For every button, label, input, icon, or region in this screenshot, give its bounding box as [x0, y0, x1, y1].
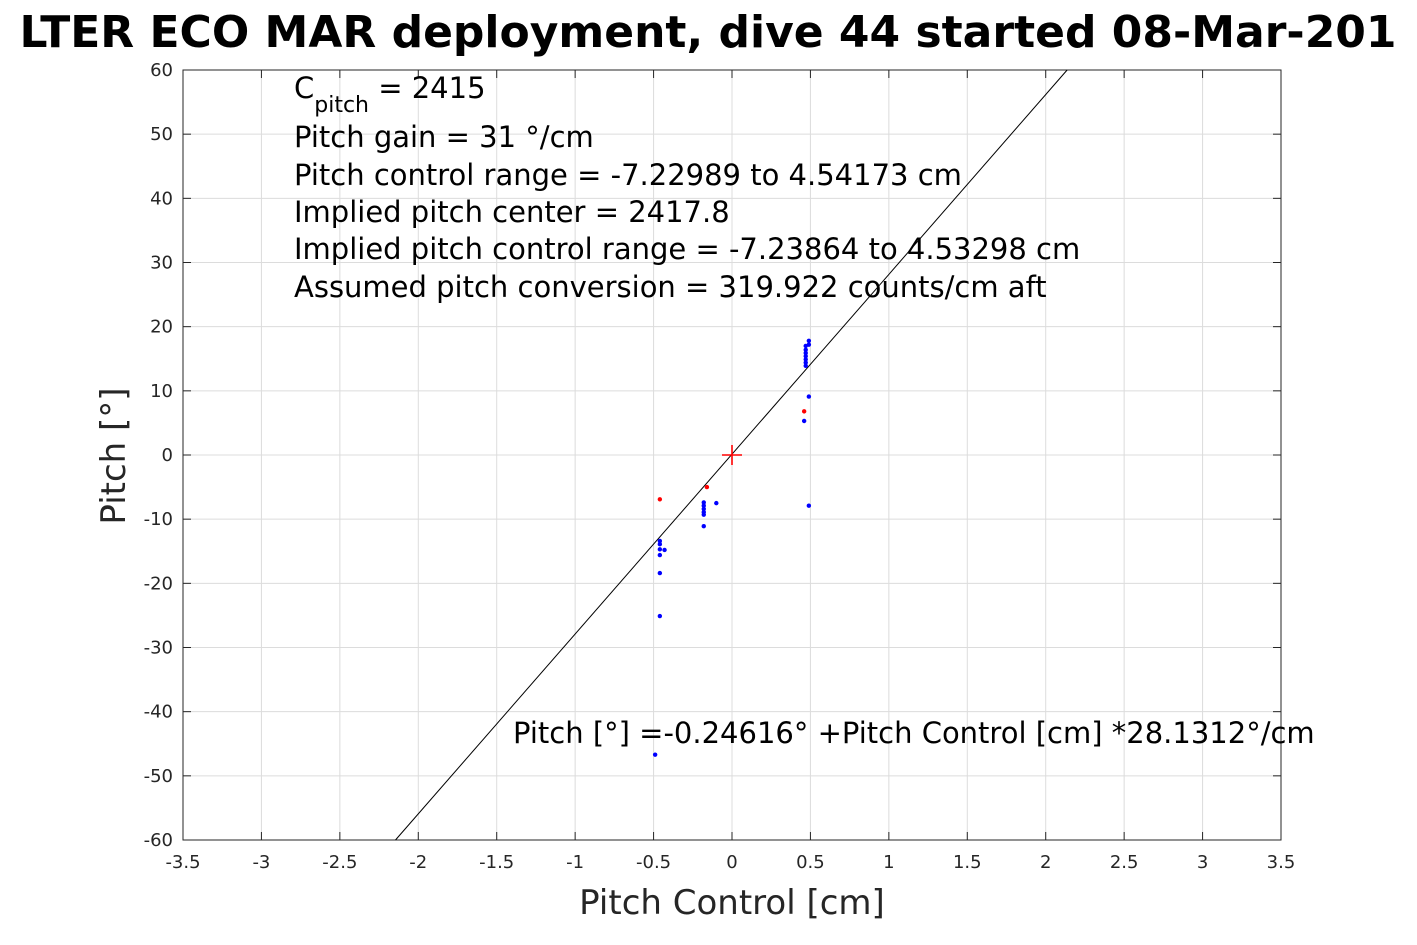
data-point: [657, 538, 663, 544]
data-point: [657, 570, 663, 576]
data-point: [701, 506, 706, 512]
y-tick-label: -40: [144, 702, 173, 723]
x-tick-label: -3: [252, 852, 270, 873]
data-point: [803, 363, 808, 369]
data-point: [801, 418, 807, 424]
y-tick-label: 50: [150, 124, 173, 145]
data-point: [657, 547, 663, 552]
c-pitch-annotation: Cpitch = 2415: [294, 71, 486, 118]
c-pitch-main: C: [294, 71, 314, 105]
x-tick-label: -3.5: [165, 852, 200, 873]
data-point: [701, 503, 706, 508]
data-point: [662, 547, 667, 553]
x-tick-label: 1: [883, 852, 894, 873]
x-tick-label: 2: [1040, 852, 1051, 873]
pitch-gain-annotation: Pitch gain = 31 °/cm: [294, 120, 594, 154]
x-tick-label: -1: [566, 852, 584, 873]
chart-title: LTER ECO MAR deployment, dive 44 started…: [19, 7, 1396, 58]
data-point: [701, 512, 706, 517]
y-tick-label: 0: [162, 445, 173, 466]
x-tick-label: 0: [726, 852, 737, 873]
y-tick-label: 40: [150, 188, 173, 209]
data-point: [657, 497, 663, 502]
data-point: [806, 342, 812, 347]
x-axis-label: Pitch Control [cm]: [579, 883, 885, 923]
data-point: [803, 353, 808, 359]
axes: [182, 69, 1282, 841]
fit-equation-annotation: Pitch [°] =-0.24616° +Pitch Control [cm]…: [513, 716, 1315, 750]
data-point: [803, 360, 808, 365]
y-tick-label: 60: [150, 60, 173, 81]
data-point: [714, 500, 719, 506]
c-pitch-subscript: pitch: [314, 93, 369, 118]
x-tick-label: -2: [409, 852, 427, 873]
y-tick-label: -10: [144, 509, 173, 530]
x-tick-label: 1.5: [953, 852, 982, 873]
c-pitch-value: = 2415: [369, 71, 486, 105]
data-point: [803, 347, 808, 352]
y-tick-label: 20: [150, 317, 173, 338]
data-point: [701, 524, 706, 529]
x-tick-label: 2.5: [1110, 852, 1139, 873]
y-axis-label: Pitch [°]: [94, 387, 134, 524]
data-points: [652, 338, 812, 757]
data-point: [803, 350, 808, 356]
data-point: [806, 338, 812, 343]
x-tick-label: -2.5: [322, 852, 357, 873]
data-point: [657, 541, 663, 547]
grid: [182, 69, 1282, 841]
x-tick-label: 3: [1197, 852, 1208, 873]
data-point: [657, 613, 663, 619]
x-tick-label: 3.5: [1267, 852, 1296, 873]
data-point: [657, 552, 663, 558]
x-tick-label: 0.5: [796, 852, 825, 873]
data-point: [652, 752, 658, 757]
assumed-pitch-conversion-annotation: Assumed pitch conversion = 319.922 count…: [294, 270, 1047, 304]
pitch-control-range-annotation: Pitch control range = -7.22989 to 4.5417…: [294, 158, 962, 192]
data-point: [806, 503, 812, 508]
x-tick-label: -0.5: [636, 852, 671, 873]
data-point: [701, 500, 706, 505]
implied-pitch-center-annotation: Implied pitch center = 2417.8: [294, 195, 730, 229]
data-point: [806, 394, 812, 399]
y-tick-label: 10: [150, 381, 173, 402]
y-tick-label: -30: [144, 638, 173, 659]
y-tick-label: -60: [144, 830, 173, 851]
data-point: [801, 409, 807, 414]
x-tick-labels: -3.5 -3 -2.5 -2 -1.5 -1 -0.5 0 0.5 1 1.5 2 2.5 3 3.5: [165, 852, 1295, 873]
data-point: [704, 484, 710, 490]
x-tick-label: -1.5: [479, 852, 514, 873]
center-marker: [722, 445, 742, 465]
y-tick-labels: -60 -50 -40 -30 -20 -10 0 10 20 30 40 50 60: [144, 60, 173, 851]
y-tick-label: -20: [144, 573, 173, 594]
data-point: [803, 357, 808, 362]
implied-pitch-control-range-annotation: Implied pitch control range = -7.23864 t…: [294, 232, 1080, 266]
y-tick-label: 30: [150, 253, 173, 274]
y-tick-label: -50: [144, 766, 173, 787]
